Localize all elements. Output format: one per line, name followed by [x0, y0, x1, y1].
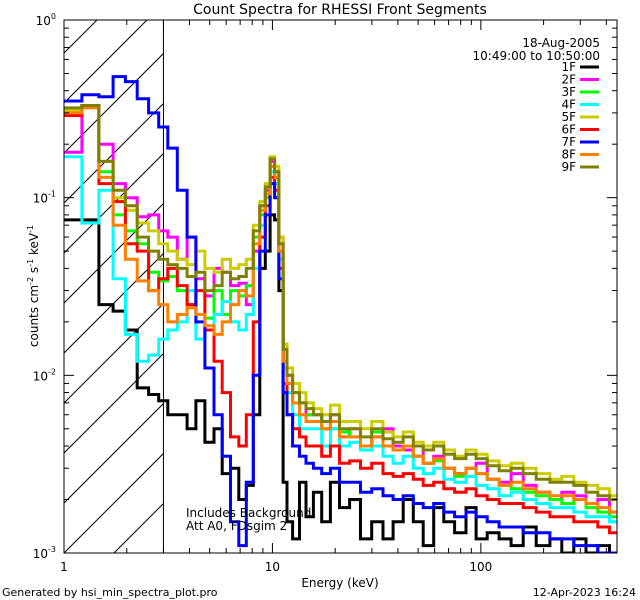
y-axis-ticks: 10-3 10-2 10-1 100 [33, 12, 617, 561]
y-label-sup-s: -1 [26, 259, 35, 267]
series-line-2f [64, 104, 617, 514]
x-tick-label: 1 [60, 560, 68, 574]
y-label-sup-cm: -2 [26, 277, 35, 285]
series-lines [64, 75, 617, 553]
y-label-s: s [27, 267, 41, 277]
hatch-line [64, 202, 164, 304]
annotation-attenuator: Att A0, FDsgim 2 [186, 519, 287, 533]
series-line-8f [64, 106, 617, 514]
timestamp-label: 12-Apr-2023 16:24 [533, 586, 636, 599]
legend-label: 8F [561, 148, 576, 162]
series-line-6f [64, 104, 617, 535]
legend-label: 7F [561, 135, 576, 149]
plot-frame [63, 19, 618, 554]
x-tick-label: 10 [265, 560, 280, 574]
hatch-line [64, 452, 164, 553]
series-line-9f [64, 104, 617, 501]
legend-label: 6F [561, 123, 576, 137]
date-label: 18-Aug-2005 [522, 36, 600, 50]
legend-label: 9F [561, 160, 576, 174]
below-threshold-hatching [64, 20, 164, 553]
x-axis-ticks: 1 10 100 [60, 20, 607, 574]
hatch-line [64, 102, 164, 204]
y-tick-label: 10-2 [33, 367, 56, 383]
hatch-line [64, 402, 164, 504]
y-tick-label: 100 [36, 12, 56, 28]
time-range-label: 10:49:00 to 10:50:00 [473, 49, 600, 63]
chart-title: Count Spectra for RHESSI Front Segments [193, 2, 487, 18]
hatch-line [64, 252, 164, 354]
x-axis-label: Energy (keV) [301, 576, 378, 590]
series-line-1f [64, 213, 617, 553]
series-line-3f [64, 104, 617, 519]
y-label-main: counts cm [27, 285, 41, 347]
legend-label: 1F [561, 60, 576, 74]
legend-label: 3F [561, 85, 576, 99]
y-tick-label: 10-1 [33, 190, 56, 206]
legend-label: 5F [561, 110, 576, 124]
series-line-4f [64, 155, 617, 524]
x-tick-label: 100 [469, 560, 492, 574]
series-line-7f [64, 75, 617, 553]
annotation-background: Includes Background [186, 506, 311, 520]
hatch-line [64, 52, 164, 154]
legend-label: 2F [561, 73, 576, 87]
y-label-sup-kev: -1 [26, 225, 35, 233]
y-tick-label: 10-3 [33, 545, 56, 561]
y-axis-label: counts cm-2 s-1 keV-1 [26, 225, 41, 347]
legend-label: 4F [561, 98, 576, 112]
generated-by-label: Generated by hsi_min_spectra_plot.pro [2, 586, 218, 599]
y-label-kev: keV [27, 232, 41, 259]
